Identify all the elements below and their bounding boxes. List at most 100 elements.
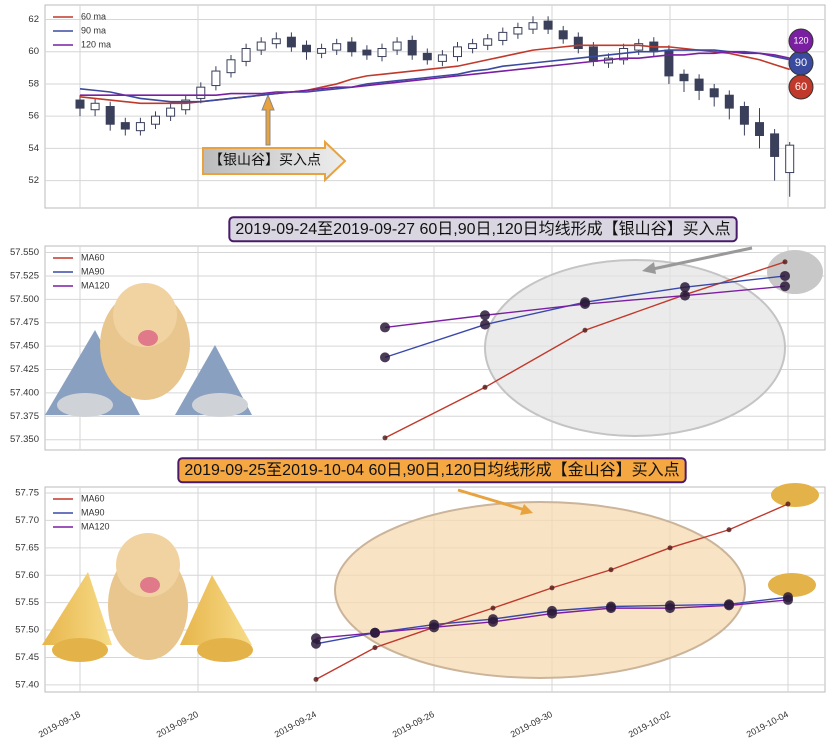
y-tick-label: 57.400 (10, 387, 39, 398)
candle-body (407, 39, 417, 56)
end-label: 120 (793, 35, 808, 45)
series-point (680, 282, 690, 293)
candle-body (105, 106, 115, 125)
series-point (429, 622, 439, 633)
end-label: 60 (795, 81, 807, 93)
y-tick-label: 57.40 (15, 679, 39, 690)
x-tick-label: 2019-10-02 (627, 709, 672, 739)
y-tick-label: 57.550 (10, 247, 39, 258)
candle-body (755, 122, 764, 137)
candle-body (453, 46, 462, 58)
candle-body (468, 43, 478, 50)
x-tick-label: 2019-09-18 (37, 709, 82, 739)
legend-label: 120 ma (81, 39, 111, 49)
candle-body (90, 102, 100, 111)
y-tick-label: 58 (28, 78, 39, 89)
candle-body (135, 122, 145, 132)
y-tick-label: 57.475 (10, 317, 39, 328)
series-point (726, 527, 732, 533)
series-point (380, 352, 390, 363)
series-line (79, 49, 790, 103)
candle-body (573, 36, 583, 49)
y-tick-label: 52 (28, 175, 39, 186)
y-tick-label: 56 (28, 111, 39, 122)
series-point (311, 633, 321, 644)
y-tick-label: 57.70 (15, 515, 39, 526)
y-tick-label: 57.60 (15, 570, 39, 581)
series-point (780, 270, 790, 281)
legend-label: MA90 (81, 266, 105, 276)
legend-label: MA90 (81, 507, 105, 517)
candle-body (739, 106, 749, 125)
candle-body (664, 49, 674, 77)
series-point (480, 319, 490, 330)
candle-body (513, 27, 523, 35)
candle-body (181, 99, 191, 111)
candle-body (558, 30, 568, 40)
y-tick-label: 57.425 (10, 364, 39, 375)
legend-label: 90 ma (81, 25, 106, 35)
annotation: 【银山谷】买入点 (209, 152, 321, 168)
y-tick-label: 57.65 (15, 542, 39, 553)
candle-body (241, 48, 251, 62)
y-tick-label: 57.55 (15, 597, 39, 608)
y-tick-label: 57.75 (15, 488, 39, 499)
candle-body (437, 54, 447, 62)
annotation-box (202, 139, 347, 183)
decoration (45, 246, 823, 437)
candle-body (120, 122, 130, 130)
series-point (547, 608, 557, 619)
y-tick-label: 57.500 (10, 294, 39, 305)
series-point (608, 567, 614, 573)
y-tick-label: 57.525 (10, 270, 39, 281)
x-tick-label: 2019-09-26 (391, 709, 436, 739)
series-point (780, 281, 790, 292)
x-tick-label: 2019-09-20 (155, 709, 200, 739)
candle-body (362, 49, 372, 56)
series-point (372, 645, 378, 651)
candle-body (679, 73, 689, 82)
candle-body (543, 20, 553, 30)
legend-label: MA120 (81, 521, 110, 531)
annotation-arrow (261, 93, 275, 146)
y-tick-label: 57.350 (10, 434, 39, 445)
end-label: 90 (795, 57, 807, 69)
series-point (582, 327, 588, 333)
series-point (665, 603, 675, 614)
x-tick-label: 2019-10-04 (745, 709, 790, 739)
candle-body (694, 78, 704, 91)
candle-body (709, 88, 719, 98)
series-point (606, 603, 616, 614)
series-point (482, 384, 488, 390)
legend-label: 60 ma (81, 11, 106, 21)
series-point (313, 676, 319, 682)
candle-body (332, 43, 342, 51)
candle-body (528, 22, 538, 30)
series-point (783, 594, 793, 605)
candle-body (634, 43, 644, 51)
series-point (490, 605, 496, 611)
chart-title: 2019-09-25至2019-10-04 60日,90日,120日均线形成【金… (184, 461, 679, 479)
series-point (370, 627, 380, 638)
candle-body (226, 59, 236, 74)
candle-body (770, 133, 780, 157)
candle-body (196, 86, 206, 99)
candle-body (75, 99, 85, 109)
legend-label: MA120 (81, 280, 110, 290)
title-box (177, 457, 687, 484)
chart-title: 2019-09-24至2019-09-27 60日,90日,120日均线形成【银… (235, 220, 730, 238)
y-tick-label: 54 (28, 143, 39, 154)
candle-body (302, 44, 311, 53)
legend-label: MA60 (81, 493, 105, 503)
candle-body (483, 38, 493, 46)
candle-body (211, 70, 221, 87)
candle-body (392, 41, 402, 51)
series-point (488, 616, 498, 627)
y-tick-label: 62 (28, 14, 39, 25)
candle-body (256, 41, 266, 51)
candle-body (286, 36, 296, 48)
y-tick-label: 57.375 (10, 411, 39, 422)
y-tick-label: 57.50 (15, 625, 39, 636)
plot-area (44, 4, 826, 209)
